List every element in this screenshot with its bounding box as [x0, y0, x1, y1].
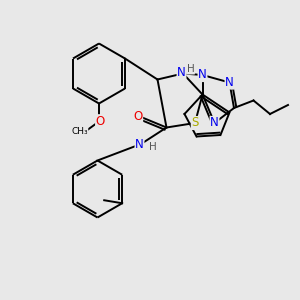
Text: O: O [96, 115, 105, 128]
Text: H: H [187, 64, 194, 74]
Text: S: S [191, 116, 199, 130]
Text: H: H [149, 142, 157, 152]
Text: N: N [177, 65, 186, 79]
Text: CH₃: CH₃ [71, 128, 88, 136]
Text: N: N [198, 68, 207, 82]
Text: O: O [134, 110, 142, 124]
Text: N: N [225, 76, 234, 89]
Text: N: N [210, 116, 219, 130]
Text: O: O [96, 115, 105, 128]
Text: N: N [135, 137, 144, 151]
